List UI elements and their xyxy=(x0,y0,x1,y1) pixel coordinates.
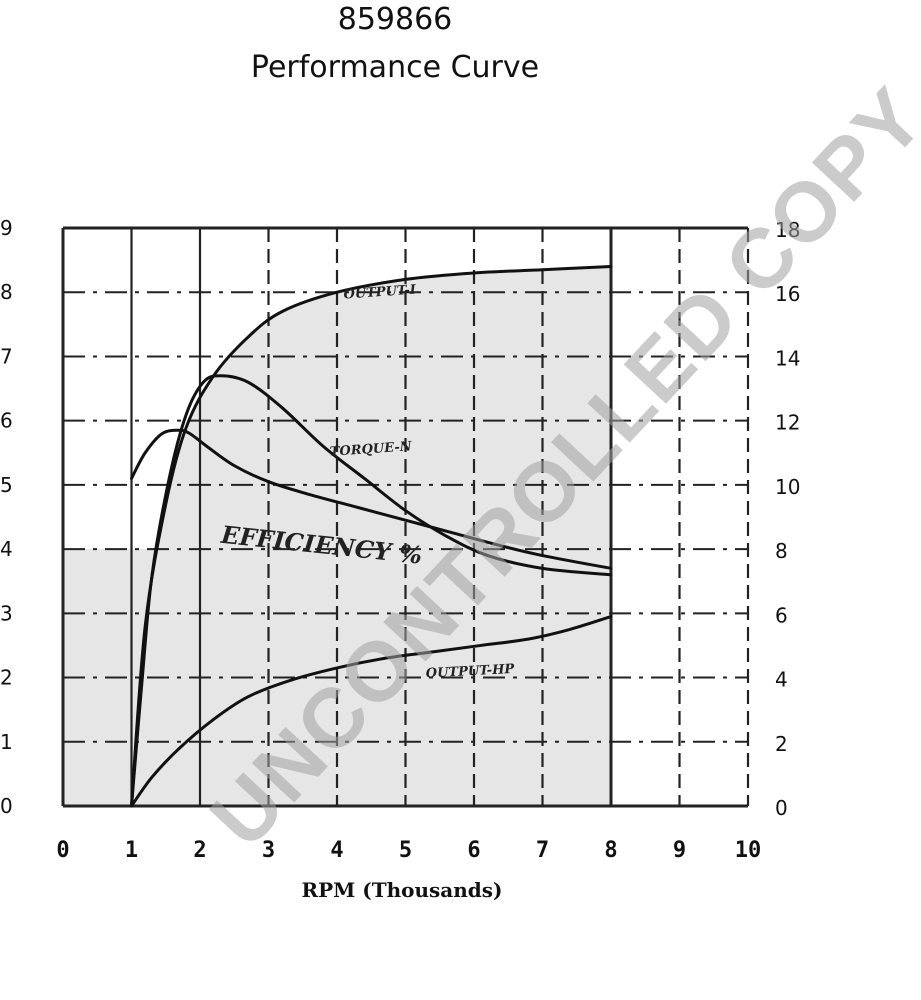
y-right-tick-0: 0 xyxy=(775,796,788,820)
chart-title-part-number: 859866 xyxy=(337,2,453,37)
y-left-tick-2: 2 xyxy=(0,666,13,690)
y-left-tick-0: 0 xyxy=(0,794,13,818)
series-line-3 xyxy=(130,615,613,808)
y-right-tick-2: 2 xyxy=(775,732,788,756)
x-tick-6: 6 xyxy=(467,838,480,863)
y-left-tick-4: 4 xyxy=(0,537,13,561)
shaded-region-under-output xyxy=(131,266,611,806)
y-right-tick-10: 10 xyxy=(775,475,800,499)
y-left-tick-6: 6 xyxy=(0,409,13,433)
y-left-tick-8: 8 xyxy=(0,280,13,304)
y-left-tick-7: 7 xyxy=(0,344,13,368)
series-line-2 xyxy=(130,428,613,570)
y-right-tick-8: 8 xyxy=(775,539,788,563)
series-label-0: OUTPUT-I xyxy=(343,283,417,303)
x-tick-7: 7 xyxy=(536,838,549,863)
x-tick-5: 5 xyxy=(399,838,412,863)
x-tick-8: 8 xyxy=(604,838,617,863)
y-right-tick-16: 16 xyxy=(775,282,800,306)
y-right-tick-12: 12 xyxy=(775,411,800,435)
chart-series xyxy=(130,265,613,808)
y-left-tick-5: 5 xyxy=(0,473,13,497)
x-tick-0: 0 xyxy=(56,838,69,863)
x-tick-1: 1 xyxy=(125,838,138,863)
y-left-tick-3: 3 xyxy=(0,601,13,625)
y-right-tick-14: 14 xyxy=(775,346,800,370)
chart-subtitle: Performance Curve xyxy=(250,50,540,85)
series-label-3: OUTPUT-HP xyxy=(425,662,515,682)
x-tick-4: 4 xyxy=(330,838,343,863)
y-left-tick-1: 1 xyxy=(0,730,13,754)
y-right-tick-18: 18 xyxy=(775,218,800,242)
series-line-1 xyxy=(130,374,613,808)
y-right-tick-6: 6 xyxy=(775,603,788,627)
x-tick-2: 2 xyxy=(193,838,206,863)
chart-grid xyxy=(61,226,750,808)
y-left-tick-9: 9 xyxy=(0,216,13,240)
x-tick-9: 9 xyxy=(673,838,686,863)
x-tick-3: 3 xyxy=(262,838,275,863)
x-axis-label: RPM (Thousands) xyxy=(302,878,503,902)
y-right-tick-4: 4 xyxy=(775,668,788,692)
series-label-1: TORQUE-N xyxy=(329,439,413,460)
x-tick-10: 10 xyxy=(735,838,762,863)
